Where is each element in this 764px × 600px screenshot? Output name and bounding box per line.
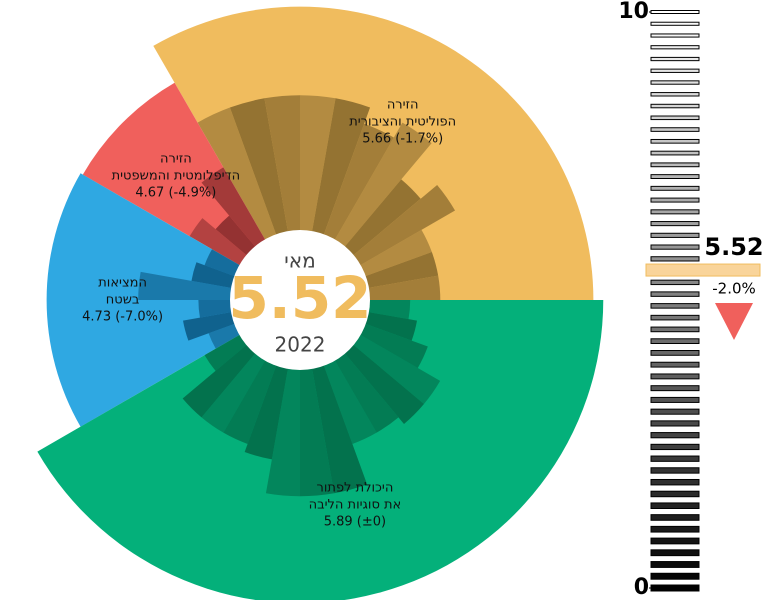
category-label: הזירה <box>387 98 419 113</box>
change-arrow <box>715 303 753 341</box>
center-month: מאי <box>284 249 315 273</box>
scale-stripe <box>650 396 700 403</box>
scale-stripe <box>650 103 700 109</box>
scale-stripe <box>650 326 700 333</box>
scale-stripe <box>650 33 700 38</box>
category-label: הדיפלומטית והמשפטית <box>112 168 240 183</box>
center-disc <box>230 230 370 370</box>
scale-stripe <box>650 502 700 509</box>
scale-stripe <box>650 514 700 521</box>
scale-stripe <box>650 92 700 97</box>
gauge-change: -2.0% <box>712 280 756 298</box>
scale-stripe <box>650 373 700 380</box>
scale-stripe <box>650 420 700 427</box>
category-label: בשטח <box>106 293 140 308</box>
scale-stripe <box>650 478 700 486</box>
center-year: 2022 <box>275 333 326 357</box>
category-label: היכולת לפתור <box>317 481 394 496</box>
scale-stripe <box>650 127 700 132</box>
category-label: הפוליטית והציבורית <box>349 115 456 130</box>
value-label: 5.89 (±0) <box>324 515 386 530</box>
scale-stripe <box>650 338 700 344</box>
scale-stripe <box>650 584 700 592</box>
scale-stripe <box>650 385 700 392</box>
scale-stripe <box>650 549 700 557</box>
scale-stripe <box>650 256 700 262</box>
scale-stripe <box>650 525 700 533</box>
scale-stripe <box>650 443 700 451</box>
y-tick-label: 10 <box>618 0 649 24</box>
category-label: המציאות <box>98 276 147 291</box>
scale-stripe <box>650 150 700 156</box>
scale-stripe <box>650 10 700 14</box>
scale-stripe <box>650 490 700 498</box>
scale-stripe <box>650 572 700 580</box>
scale-stripe <box>650 455 700 462</box>
scale-stripe <box>650 80 700 85</box>
scale-stripe <box>650 174 700 179</box>
scale-stripe <box>650 197 700 203</box>
scale-stripe <box>650 303 700 309</box>
scale-stripe <box>650 244 700 250</box>
gauge: 0 10 5.52 -2.0% <box>618 0 763 600</box>
category-label: את סוגיות הליבה <box>309 498 402 513</box>
scale-stripe <box>650 185 700 191</box>
scale-stripe <box>650 209 700 215</box>
scale-stripe <box>650 68 700 73</box>
scale-stripe <box>650 537 700 545</box>
value-label: 5.66 (-1.7%) <box>362 132 443 147</box>
gauge-value: 5.52 <box>704 233 763 261</box>
scale-stripe <box>650 232 700 238</box>
scale-stripe <box>650 138 700 144</box>
scale-stripe <box>650 45 700 50</box>
scale-stripe <box>650 221 700 227</box>
scale-stripe <box>650 350 700 356</box>
scale-stripe <box>650 162 700 168</box>
value-label: 4.73 (-7.0%) <box>82 310 163 325</box>
center-value: 5.52 <box>228 264 371 332</box>
scale-stripe <box>650 21 700 26</box>
scale-stripe <box>650 408 700 415</box>
scale-stripe <box>650 279 700 286</box>
scale-stripe <box>650 115 700 121</box>
scale-stripe <box>650 56 700 62</box>
y-tick-label: 0 <box>634 575 649 600</box>
scale-stripe <box>650 467 700 474</box>
scale-stripe <box>650 291 700 297</box>
value-label: 4.67 (-4.9%) <box>135 185 216 200</box>
gauge-marker <box>645 263 761 277</box>
scale-stripe <box>650 561 700 568</box>
labels: הזירה הפוליטית והציבורית 5.66 (-1.7%) הזירה… <box>82 98 456 530</box>
scale-stripe <box>650 432 700 439</box>
scale-stripe <box>650 314 700 321</box>
scale-stripe <box>650 361 700 368</box>
category-label: הזירה <box>160 151 192 166</box>
